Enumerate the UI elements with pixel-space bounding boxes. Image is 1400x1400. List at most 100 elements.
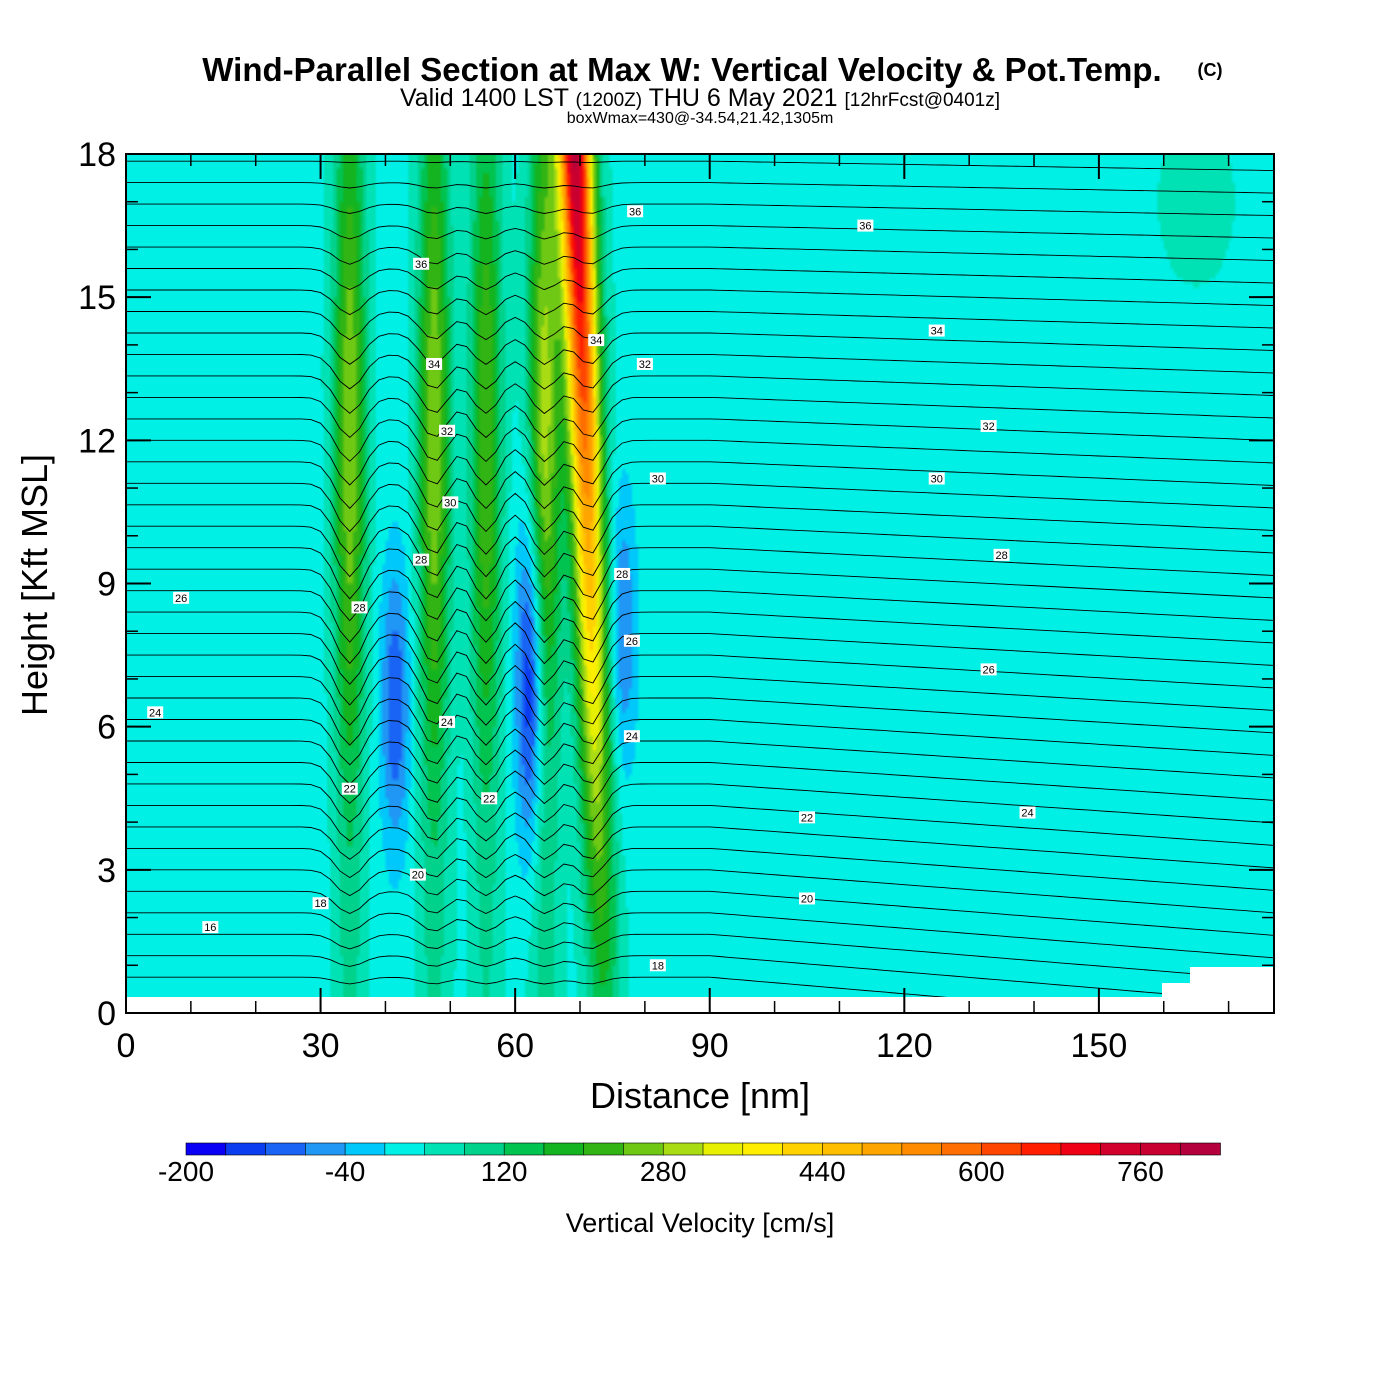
utc-time: (1200Z) [576,90,643,111]
theta-contour-line [126,869,1274,914]
x-tick-label: 30 [302,1027,340,1065]
contour-label-box [312,897,329,910]
contour-label-box [439,715,456,728]
contour-label-box [627,205,644,218]
chart-subtitle: Valid 1400 LST (1200Z) THU 6 May 2021 [1… [400,84,1000,112]
contour-label-box [649,959,666,972]
x-tick-label: 90 [691,1027,729,1065]
theta-contour-line [126,160,1274,172]
colorbar-tick-label: 760 [1117,1156,1164,1187]
theta-contour-line [126,547,1274,600]
colorbar: -200 -40 120 280 440 600 760 [158,1142,1221,1187]
theta-contour-line [126,504,1274,556]
theta-contour-line [126,353,1274,390]
theta-contour-line [126,783,1274,824]
contour-label-box [928,472,945,485]
contour-label-box [413,257,430,270]
contour-label-box [413,553,430,566]
colorbar-tick-label: 600 [958,1156,1005,1187]
contour-label-box [928,324,945,337]
colorbar-swatch [583,1142,625,1156]
x-tick-label: 150 [1071,1027,1128,1065]
contour-label-box [636,357,653,370]
theta-contours [126,160,1274,1013]
y-tick-label: 0 [97,995,116,1033]
contour-labels: 16 18 20 22 22 24 24 24 26 26 28 28 28 30 30 32 32 34 34 36… [147,205,1036,972]
contour-label-box [202,921,219,934]
y-tick-label: 12 [78,422,116,460]
contour-label-box [481,792,498,805]
contour-label-box [980,420,997,433]
theta-contour-line [126,633,1274,686]
colorbar-swatch [464,1142,505,1156]
contour-label: 16 [204,922,216,934]
contour-label: 22 [344,784,356,796]
contour-label-box [147,706,164,719]
contour-label: 24 [441,717,453,729]
contour-label: 18 [314,898,326,910]
theta-contour-line [126,740,1274,786]
contour-label-box [426,357,443,370]
theta-contour-line [126,525,1274,578]
colorbar-swatch [1140,1142,1182,1156]
contour-label-box [1019,806,1036,819]
colorbar-swatch [344,1142,386,1156]
contour-label: 30 [444,497,456,509]
theta-contour-line [126,396,1274,439]
contour-label-box [980,663,997,676]
theta-contour-line [126,697,1274,746]
x-tick-label: 120 [876,1027,933,1065]
theta-contour-line [126,719,1274,766]
colorbar-swatch [782,1142,824,1156]
contour-label: 26 [626,636,638,648]
contour-label-box [351,601,368,614]
colorbar-swatch [981,1142,1022,1156]
box-info: boxWmax=430@-34.54,21.42,1305m [567,110,834,127]
contour-label: 20 [412,870,424,882]
y-axis-label: Height [Kft MSL] [14,454,55,716]
colorbar-tick-label: 440 [799,1156,846,1187]
contour-label: 26 [982,664,994,676]
valid-time: Valid 1400 LST [400,84,569,112]
contour-label: 20 [801,893,813,905]
colorbar-tick-label: 120 [481,1156,528,1187]
colorbar-tick-label: 280 [640,1156,687,1187]
theta-contour-line [126,590,1274,644]
colorbar-swatch [424,1142,466,1156]
y-tick-label: 15 [78,279,116,317]
theta-contour-line [126,246,1274,265]
colorbar-swatch [901,1142,943,1156]
theta-contour-line [126,332,1274,366]
contour-label: 36 [859,221,871,233]
theta-contour-line [126,826,1274,869]
contour-label: 24 [149,707,161,719]
contour-label: 34 [428,359,440,371]
theta-contour-line [126,955,1274,1004]
y-tick-label: 3 [97,852,116,890]
contour-label-box [623,730,640,743]
contour-label-box [173,591,190,604]
colorbar-swatch [662,1142,704,1156]
colorbar-swatch [384,1142,426,1156]
theta-contour-line [126,182,1274,194]
theta-contour-line [126,439,1274,486]
colorbar-swatch [941,1142,983,1156]
contour-label-box [993,548,1010,561]
contour-label: 32 [441,426,453,438]
contour-label: 32 [982,421,994,433]
contour-label: 36 [629,206,641,218]
contour-label-box [623,634,640,647]
theta-contour-line [126,375,1274,415]
theta-contour-line [126,890,1274,936]
contour-label-box [799,811,816,824]
theta-contour-line [126,611,1274,665]
colorbar-swatch [1060,1142,1102,1156]
x-tick-label: 60 [496,1027,534,1065]
colorbar-swatch [185,1142,227,1156]
contour-label-box [439,424,456,437]
colorbar-tick-label: -200 [158,1156,214,1187]
contour-label: 28 [995,550,1007,562]
velocity-field [126,154,1274,1013]
colorbar-swatch [623,1142,665,1156]
